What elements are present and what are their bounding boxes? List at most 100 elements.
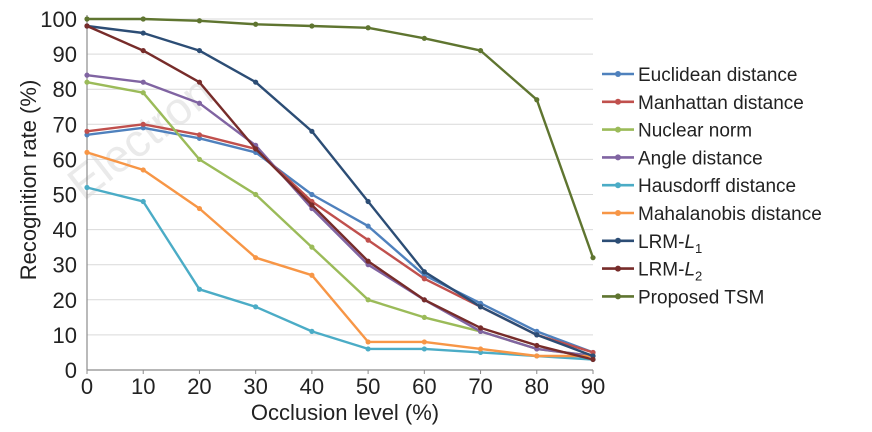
data-point — [196, 100, 203, 106]
legend-label: Hausdorff distance — [638, 176, 796, 197]
data-point — [196, 205, 203, 212]
y-tick-label: 100 — [40, 7, 77, 32]
data-point — [590, 356, 596, 363]
data-point — [196, 47, 203, 54]
series-line — [86, 74, 594, 358]
x-tick-label: 40 — [300, 374, 324, 399]
x-axis-label: Occlusion level (%) — [251, 400, 439, 425]
data-point — [421, 314, 427, 320]
series-line — [86, 126, 594, 354]
data-point — [365, 339, 371, 345]
series-lrm-l2 — [84, 23, 596, 363]
data-point — [84, 128, 90, 134]
data-point — [365, 237, 371, 243]
data-point — [534, 97, 540, 103]
data-point — [309, 128, 315, 134]
legend-label: LRM-L1 — [638, 232, 702, 256]
series-line — [86, 24, 594, 361]
series-proposed-tsm — [84, 16, 596, 261]
legend-marker — [615, 237, 621, 244]
data-point — [421, 35, 427, 41]
data-point — [534, 342, 540, 349]
y-tick-label: 50 — [53, 183, 77, 208]
y-tick-label: 40 — [53, 218, 77, 243]
data-point — [196, 18, 203, 24]
legend-marker — [615, 126, 621, 133]
legend-label: Manhattan distance — [638, 93, 804, 114]
data-point — [84, 149, 90, 155]
legend-label: Angle distance — [638, 148, 763, 169]
data-point — [421, 346, 427, 352]
legend-label: Proposed TSM — [638, 287, 764, 308]
data-point — [140, 30, 146, 36]
gridlines — [87, 18, 593, 336]
series-line — [86, 24, 594, 358]
legend-marker — [615, 98, 621, 105]
data-point — [253, 191, 259, 198]
data-point — [140, 16, 146, 22]
data-point — [140, 198, 146, 205]
legend-item: Angle distance — [602, 148, 763, 169]
legend-marker — [615, 265, 621, 272]
y-tick-label: 80 — [53, 77, 77, 102]
data-point — [253, 21, 259, 27]
series-line — [86, 123, 594, 354]
series-manhattan-distance — [84, 121, 596, 356]
legend-marker — [615, 182, 621, 189]
series-line — [86, 186, 594, 361]
data-point — [140, 47, 146, 54]
legend-item: Mahalanobis distance — [602, 204, 822, 225]
legend-item: LRM-L1 — [602, 232, 702, 256]
legend-label: Nuclear norm — [638, 121, 752, 142]
data-point — [84, 72, 90, 78]
legend: Euclidean distance Manhattan distance Nucl… — [602, 65, 822, 308]
y-tick-label: 90 — [53, 42, 77, 67]
data-point — [84, 79, 90, 85]
data-point — [309, 202, 315, 208]
series-mahalanobis-distance — [84, 149, 596, 359]
legend-label: Mahalanobis distance — [638, 204, 822, 225]
data-point — [590, 255, 596, 261]
x-tick-label: 20 — [187, 374, 211, 399]
data-point — [253, 79, 259, 85]
legend-item: Hausdorff distance — [602, 176, 796, 197]
data-point — [365, 258, 371, 264]
data-point — [477, 47, 484, 54]
y-tick-label: 20 — [53, 288, 77, 313]
legend-item: Proposed TSM — [602, 287, 764, 308]
x-tick-label: 50 — [356, 374, 380, 399]
y-tick-label: 0 — [65, 358, 77, 383]
y-tick-label: 60 — [53, 147, 77, 172]
data-point — [365, 25, 371, 31]
legend-item: Manhattan distance — [602, 93, 804, 114]
data-point — [253, 146, 259, 152]
data-point — [140, 167, 146, 173]
data-point — [140, 79, 146, 85]
data-point — [534, 332, 540, 338]
x-tick-label: 70 — [468, 374, 492, 399]
series-line — [87, 17, 595, 259]
data-point — [253, 304, 259, 310]
x-tick-label: 90 — [581, 374, 605, 399]
data-point — [534, 353, 540, 359]
data-point — [309, 23, 315, 29]
data-point — [365, 346, 371, 352]
data-point — [421, 297, 427, 303]
legend-item: Euclidean distance — [602, 65, 798, 86]
y-tick-label: 30 — [53, 253, 77, 278]
data-point — [309, 191, 315, 198]
data-point — [309, 328, 315, 334]
y-tick-label: 10 — [53, 323, 77, 348]
data-point — [365, 198, 371, 205]
data-point — [365, 297, 371, 303]
legend-item: Nuclear norm — [602, 121, 752, 142]
x-tick-label: 30 — [243, 374, 267, 399]
data-point — [84, 23, 90, 29]
data-point — [196, 156, 203, 162]
data-point — [309, 272, 315, 278]
data-point — [84, 16, 90, 22]
legend-marker — [615, 71, 621, 77]
data-point — [421, 339, 427, 345]
